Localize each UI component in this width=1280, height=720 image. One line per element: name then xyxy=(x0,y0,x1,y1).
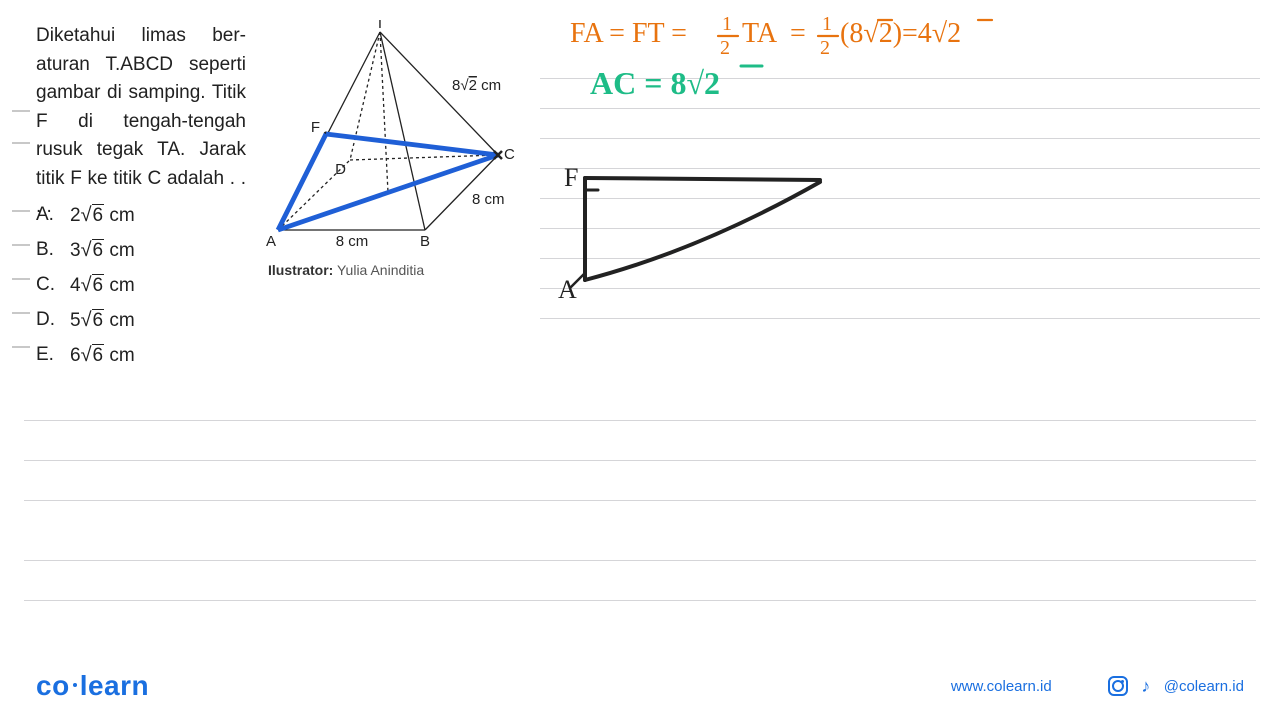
social-links: f ♪ @colearn.id xyxy=(1080,676,1244,696)
svg-text:=: = xyxy=(790,18,806,49)
brand-part-learn: learn xyxy=(80,670,149,701)
brand-part-co: co xyxy=(36,670,70,701)
svg-text:FA = FT =: FA = FT = xyxy=(570,18,687,49)
svg-text:(8√2)=4√2: (8√2)=4√2 xyxy=(840,18,961,49)
svg-text:AC = 8√2: AC = 8√2 xyxy=(590,65,720,101)
svg-text:2: 2 xyxy=(720,37,730,59)
svg-text:F: F xyxy=(564,163,578,192)
footer-bar: colearn www.colearn.id f ♪ @colearn.id xyxy=(0,660,1280,720)
svg-text:TA: TA xyxy=(742,18,778,49)
brand-dot-icon xyxy=(73,683,77,687)
tiktok-icon: ♪ xyxy=(1136,676,1156,696)
svg-text:1: 1 xyxy=(822,13,832,35)
instagram-icon xyxy=(1108,676,1128,696)
svg-text:A: A xyxy=(558,275,577,304)
handwritten-work: FA = FT =12TA=12(8√2)=4√2AC = 8√2FA xyxy=(540,10,1260,390)
footer-url: www.colearn.id xyxy=(951,678,1052,695)
social-handle: @colearn.id xyxy=(1164,678,1244,695)
svg-text:2: 2 xyxy=(820,37,830,59)
brand-logo: colearn xyxy=(36,670,149,702)
content-area: Diketahui limas ber-aturan T.ABCD sepert… xyxy=(0,0,1280,660)
facebook-icon: f xyxy=(1080,676,1100,696)
svg-text:1: 1 xyxy=(722,13,732,35)
